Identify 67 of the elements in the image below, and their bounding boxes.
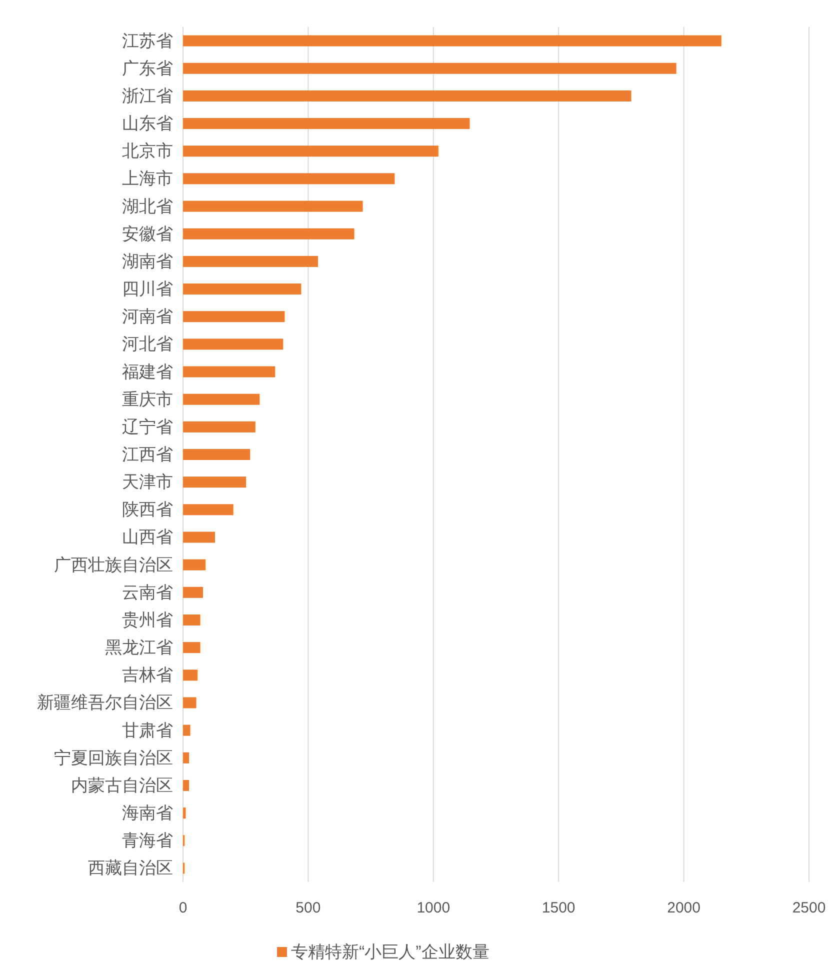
bar xyxy=(183,366,276,378)
y-tick-label: 陕西省 xyxy=(122,500,173,520)
y-tick-label: 海南省 xyxy=(122,804,173,823)
bar xyxy=(183,532,216,543)
x-tick-label: 500 xyxy=(296,900,321,916)
y-tick-label: 天津市 xyxy=(122,472,173,492)
bar xyxy=(183,421,256,432)
y-tick-label: 广西壮族自治区 xyxy=(54,555,173,574)
legend-label: 专精特新“小巨人”企业数量 xyxy=(291,942,490,962)
bar xyxy=(183,35,722,46)
bar xyxy=(183,642,200,654)
bar xyxy=(183,752,190,764)
y-tick-label: 湖北省 xyxy=(122,196,173,216)
bar xyxy=(183,311,285,322)
bar xyxy=(183,62,676,74)
bar xyxy=(183,697,196,708)
y-tick-label: 福建省 xyxy=(122,362,173,382)
y-tick-label: 西藏自治区 xyxy=(88,858,173,878)
y-tick-label: 上海市 xyxy=(122,169,173,188)
y-tick-label: 浙江省 xyxy=(122,86,173,106)
bar xyxy=(183,586,204,598)
x-tick-label: 1000 xyxy=(416,900,450,916)
x-tick-label: 2000 xyxy=(667,900,700,916)
y-tick-label: 黑龙江省 xyxy=(105,638,173,658)
bar xyxy=(183,559,206,570)
y-tick-label: 青海省 xyxy=(122,831,173,850)
y-tick-label: 安徽省 xyxy=(122,224,173,244)
y-tick-label: 山东省 xyxy=(122,114,173,134)
bar xyxy=(183,670,198,681)
x-tick-label: 2500 xyxy=(792,900,826,916)
bar xyxy=(183,394,260,405)
bar xyxy=(183,504,234,516)
y-tick-label: 云南省 xyxy=(122,582,173,602)
y-tick-label: 吉林省 xyxy=(122,666,173,685)
y-tick-label: 辽宁省 xyxy=(122,417,173,436)
y-tick-label: 重庆市 xyxy=(122,390,173,409)
y-tick-label: 新疆维吾尔自治区 xyxy=(37,693,173,712)
x-tick-label: 0 xyxy=(178,900,188,916)
y-tick-label: 宁夏回族自治区 xyxy=(54,748,173,768)
x-tick-label: 1500 xyxy=(542,900,576,916)
bar xyxy=(183,476,246,488)
bar xyxy=(183,448,250,460)
bar xyxy=(183,146,438,157)
bar xyxy=(183,780,190,791)
y-tick-label: 甘肃省 xyxy=(122,720,173,740)
bar xyxy=(183,90,632,102)
bar xyxy=(183,724,190,736)
y-tick-label: 河南省 xyxy=(122,307,173,326)
y-tick-label: 湖南省 xyxy=(122,252,173,271)
y-tick-label: 河北省 xyxy=(122,334,173,354)
bar xyxy=(183,284,302,295)
y-tick-label: 北京市 xyxy=(122,142,173,161)
bar xyxy=(183,256,318,267)
bar xyxy=(183,338,284,350)
y-tick-label: 山西省 xyxy=(122,528,173,547)
bar xyxy=(183,118,470,130)
y-tick-label: 贵州省 xyxy=(122,610,173,630)
bar xyxy=(183,808,186,819)
bar xyxy=(183,614,200,626)
y-tick-label: 四川省 xyxy=(122,280,173,299)
y-tick-label: 江苏省 xyxy=(122,31,173,50)
y-tick-label: 江西省 xyxy=(122,445,173,464)
y-tick-label: 广东省 xyxy=(122,58,173,78)
bar xyxy=(183,228,354,240)
bar xyxy=(183,200,363,212)
y-tick-label: 内蒙古自治区 xyxy=(71,776,173,795)
bar xyxy=(183,173,395,184)
